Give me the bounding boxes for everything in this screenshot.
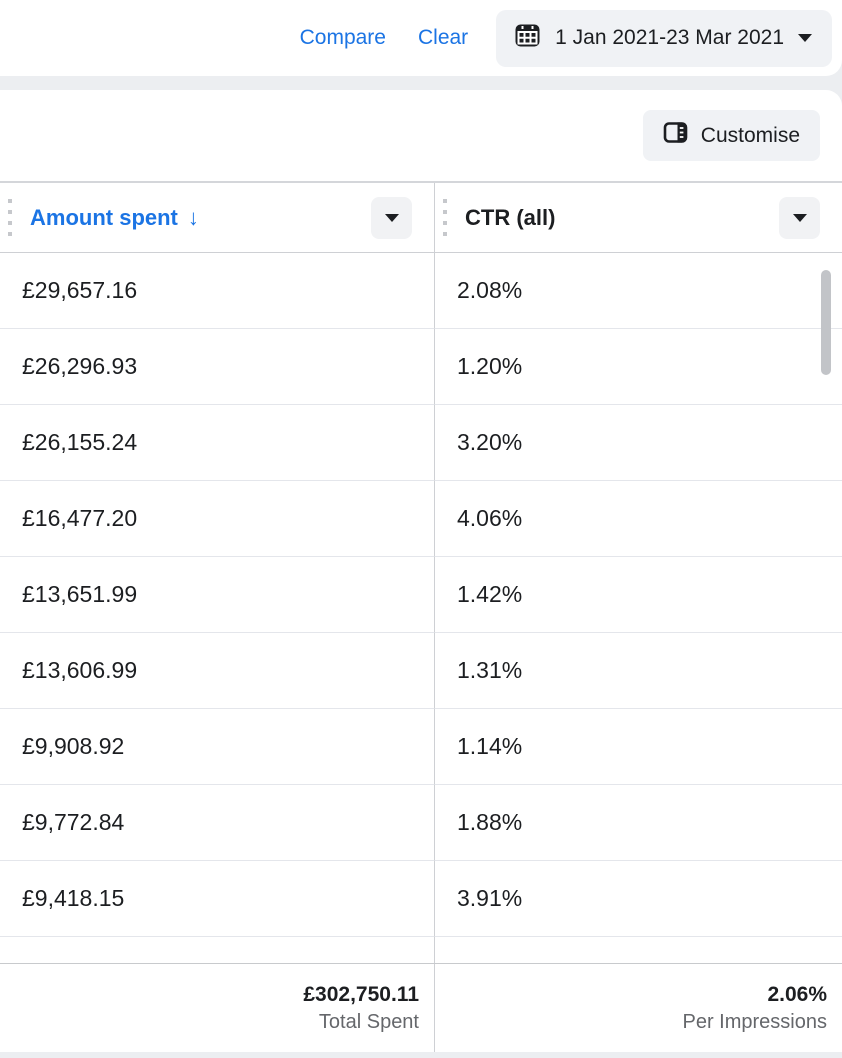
column-header-amount-spent[interactable]: Amount spent ↓ bbox=[0, 183, 434, 252]
compare-link[interactable]: Compare bbox=[299, 26, 386, 49]
amount-spent-cell: £9,418.15 bbox=[0, 861, 434, 937]
ctr-cell: 1.31% bbox=[434, 633, 842, 709]
sort-descending-icon: ↓ bbox=[187, 204, 199, 230]
amount-spent-cell: £13,606.99 bbox=[0, 633, 434, 709]
customise-button[interactable]: Customise bbox=[642, 110, 820, 161]
column-header-ctr[interactable]: CTR (all) bbox=[434, 183, 842, 252]
ctr-cell: 3.20% bbox=[434, 405, 842, 481]
column-label: CTR (all) bbox=[465, 204, 556, 230]
page-bottom-margin bbox=[0, 1052, 842, 1058]
clear-link[interactable]: Clear bbox=[417, 26, 469, 49]
amount-spent-cell: £29,657.16 bbox=[0, 253, 434, 329]
amount-spent-cell: £16,477.20 bbox=[0, 481, 434, 557]
table-row[interactable]: £13,651.99 1.42% bbox=[0, 557, 842, 633]
calendar-icon bbox=[514, 22, 541, 55]
column-menu-button[interactable] bbox=[779, 196, 820, 239]
ctr-cell: 4.06% bbox=[434, 481, 842, 557]
table-footer-row: £302,750.11 Total Spent 2.06% Per Impres… bbox=[0, 963, 842, 1052]
table-row[interactable]: £16,477.20 4.06% bbox=[0, 481, 842, 557]
table-body: £29,657.16 2.08% £26,296.93 1.20% £26,15… bbox=[0, 253, 842, 937]
ctr-cell: 1.14% bbox=[434, 709, 842, 785]
ctr-cell: 2.08% bbox=[434, 253, 842, 329]
drag-handle-icon[interactable] bbox=[8, 198, 12, 237]
table-row[interactable]: £26,155.24 3.20% bbox=[0, 405, 842, 481]
total-value: 2.06% bbox=[767, 983, 827, 1007]
column-menu-button[interactable] bbox=[371, 196, 412, 239]
table-row[interactable]: £13,606.99 1.31% bbox=[0, 633, 842, 709]
toolbar: Customise bbox=[0, 90, 842, 181]
amount-spent-total: £302,750.11 Total Spent bbox=[0, 964, 434, 1052]
total-value: £302,750.11 bbox=[303, 983, 419, 1007]
date-range-button[interactable]: 1 Jan 2021-23 Mar 2021 bbox=[496, 9, 832, 67]
chevron-down-icon bbox=[384, 213, 399, 222]
table-row[interactable]: £9,418.15 3.91% bbox=[0, 861, 842, 937]
drag-handle-icon[interactable] bbox=[443, 198, 447, 237]
table-row-partial bbox=[0, 937, 842, 963]
amount-spent-cell: £13,651.99 bbox=[0, 557, 434, 633]
amount-spent-cell: £9,908.92 bbox=[0, 709, 434, 785]
columns-panel-icon bbox=[663, 120, 688, 151]
table-header-row: Amount spent ↓ CTR (all) bbox=[0, 183, 842, 253]
amount-spent-cell: £26,155.24 bbox=[0, 405, 434, 481]
total-label: Per Impressions bbox=[682, 1010, 828, 1033]
table-row[interactable]: £29,657.16 2.08% bbox=[0, 253, 842, 329]
section-divider bbox=[0, 76, 842, 90]
amount-spent-cell: £9,772.84 bbox=[0, 785, 434, 861]
customise-label: Customise bbox=[700, 123, 800, 147]
total-label: Total Spent bbox=[318, 1010, 419, 1033]
table-row[interactable]: £9,908.92 1.14% bbox=[0, 709, 842, 785]
table-row[interactable]: £26,296.93 1.20% bbox=[0, 329, 842, 405]
top-bar: Compare Clear 1 Jan 2021-23 Mar 2021 bbox=[0, 0, 842, 76]
amount-spent-cell: £26,296.93 bbox=[0, 329, 434, 405]
chevron-down-icon bbox=[798, 34, 812, 42]
ctr-cell: 1.20% bbox=[434, 329, 842, 405]
date-range-label: 1 Jan 2021-23 Mar 2021 bbox=[555, 26, 784, 49]
column-label: Amount spent bbox=[30, 204, 178, 230]
ctr-cell: 3.91% bbox=[434, 861, 842, 937]
chevron-down-icon bbox=[792, 213, 807, 222]
vertical-scrollbar-thumb[interactable] bbox=[821, 270, 831, 375]
table-row[interactable]: £9,772.84 1.88% bbox=[0, 785, 842, 861]
metrics-table: Amount spent ↓ CTR (all) £29,657.16 2.08… bbox=[0, 181, 842, 1052]
ctr-cell: 1.42% bbox=[434, 557, 842, 633]
ctr-cell: 1.88% bbox=[434, 785, 842, 861]
ctr-total: 2.06% Per Impressions bbox=[434, 964, 842, 1052]
